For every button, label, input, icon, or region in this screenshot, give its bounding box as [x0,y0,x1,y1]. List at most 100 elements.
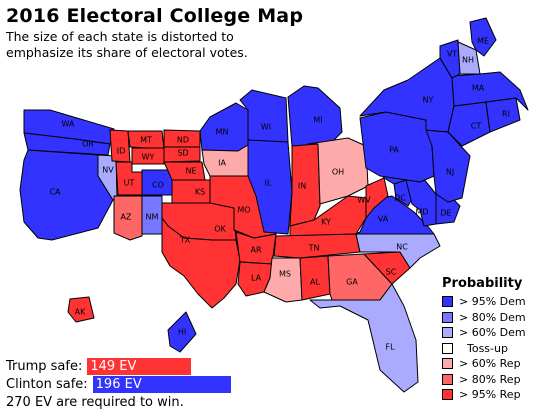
state-label-ma: MA [472,84,485,93]
state-label-nj: NJ [446,168,454,177]
legend-item: > 60% Dem [442,325,548,341]
state-label-ca: CA [49,188,61,197]
trump-safe-row: Trump safe: 149 EV [6,358,192,375]
state-tx[interactable] [161,217,241,309]
clinton-safe-row: Clinton safe: 196 EV [6,376,231,393]
clinton-ev-bar: 196 EV [92,376,231,393]
state-label-de: DE [440,209,451,218]
state-nc[interactable] [355,233,441,269]
state-label-ok: OK [214,225,226,234]
state-label-sc: SC [386,268,397,277]
state-label-il: IL [265,179,272,188]
legend-swatch [442,342,453,354]
probability-legend: Probability > 95% Dem > 80% Dem > 60% De… [442,276,548,403]
state-oh[interactable] [307,137,369,205]
state-label-tx: TX [179,236,191,245]
state-label-wy: WY [142,153,155,162]
state-label-ia: IA [218,159,226,168]
state-wy[interactable] [131,147,165,165]
state-or[interactable] [23,132,111,156]
legend-item: > 95% Rep [442,387,548,403]
map-title: 2016 Electoral College Map [6,5,304,27]
trump-ev-bar: 149 EV [87,358,192,375]
state-label-ri: RI [502,110,510,119]
state-label-ny: NY [423,96,434,105]
state-label-az: AZ [121,213,132,222]
map-subtitle-line2: emphasize its share of electoral votes. [6,45,248,60]
state-il[interactable] [247,139,293,235]
state-label-ga: GA [346,278,358,287]
state-sd[interactable] [163,146,201,163]
state-label-oh: OH [332,168,344,177]
state-me[interactable] [469,17,497,57]
state-nh[interactable] [457,41,481,75]
state-label-in: IN [298,182,306,191]
clinton-safe-label: Clinton safe: [6,377,88,392]
state-label-mo: MO [237,206,250,215]
legend-swatch [442,389,453,401]
state-label-mi: MI [313,116,322,125]
state-tn[interactable] [273,233,361,259]
state-label-ak: AK [75,308,86,317]
state-label-nh: NH [462,56,474,65]
legend-swatch [442,327,453,339]
state-label-ks: KS [195,188,205,197]
legend-label: > 60% Dem [459,326,526,340]
state-label-wa: WA [62,120,75,129]
win-threshold-note: 270 EV are required to win. [6,395,184,410]
state-md[interactable] [379,171,437,227]
state-label-mt: MT [140,136,152,145]
state-label-vt: VT [447,50,457,59]
state-ar[interactable] [235,231,277,265]
state-label-id: ID [117,147,126,156]
legend-item: > 60% Rep [442,356,548,372]
legend-item: > 80% Dem [442,310,548,326]
state-label-wv: WV [357,196,371,205]
state-label-mn: MN [216,128,229,137]
legend-label: Toss-up [467,341,508,355]
legend-label: > 95% Dem [459,295,526,309]
map-subtitle-line1: The size of each state is distorted to [6,29,234,44]
legend-label: > 60% Rep [459,357,521,371]
state-fl[interactable] [309,283,419,393]
legend-label: > 80% Rep [459,372,521,386]
state-label-al: AL [310,278,320,287]
state-label-nm: NM [146,213,159,222]
state-az[interactable] [113,195,143,241]
state-label-ar: AR [250,246,261,255]
state-hi[interactable] [167,311,197,353]
state-label-hi: HI [178,328,186,337]
state-label-pa: PA [389,146,399,155]
legend-swatch [442,358,453,370]
legend-label: > 95% Rep [459,388,521,402]
state-label-ms: MS [279,270,291,279]
legend-swatch [442,373,453,385]
state-label-ut: UT [124,179,135,188]
legend-title: Probability [442,276,523,291]
state-label-ne: NE [185,167,196,176]
state-label-fl: FL [385,343,395,352]
state-label-la: LA [251,274,262,283]
trump-safe-label: Trump safe: [6,359,83,374]
state-label-ky: KY [321,218,331,227]
state-vt[interactable] [439,39,461,79]
legend-swatch [442,311,453,323]
state-label-or: OR [82,140,94,149]
state-label-nc: NC [396,243,408,252]
state-label-sd: SD [177,149,188,158]
state-label-tn: TN [308,244,320,253]
legend-item: Toss-up [442,341,548,357]
state-label-nd: ND [177,136,189,145]
state-label-ct: CT [471,122,482,131]
state-label-co: CO [152,181,164,190]
state-label-wi: WI [261,123,271,132]
state-label-dc: DC [394,194,406,203]
state-label-me: ME [477,37,489,46]
state-label-nv: NV [102,166,114,175]
state-ma[interactable] [451,71,529,111]
legend-swatch [442,296,453,308]
state-label-va: VA [378,215,389,224]
legend-label: > 80% Dem [459,310,526,324]
state-ak[interactable] [67,296,95,323]
